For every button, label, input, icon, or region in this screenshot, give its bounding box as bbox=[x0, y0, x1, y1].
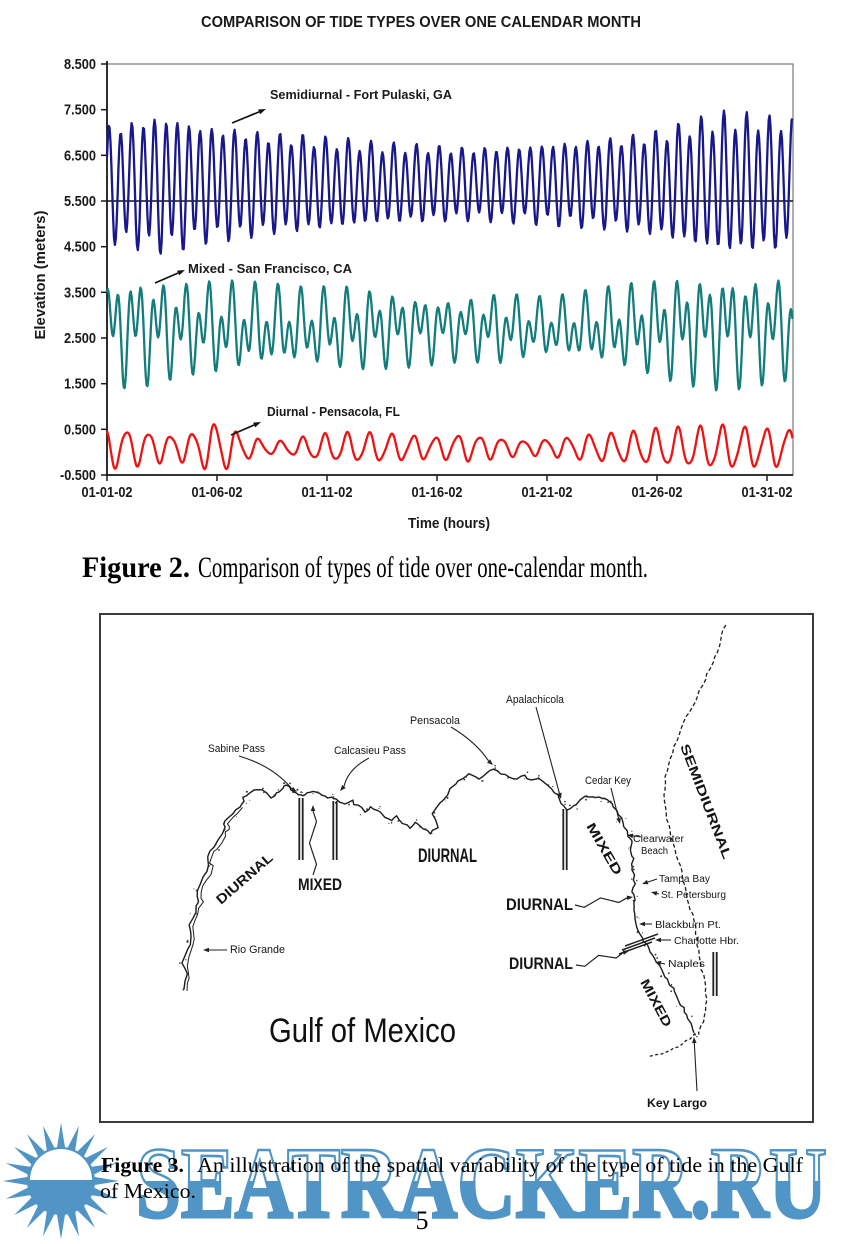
svg-text:01-11-02: 01-11-02 bbox=[302, 484, 353, 501]
svg-text:Figure 3.: Figure 3. bbox=[101, 1153, 184, 1177]
svg-text:DIURNAL: DIURNAL bbox=[509, 954, 573, 973]
svg-text:DIURNAL: DIURNAL bbox=[418, 846, 477, 867]
svg-text:Comparison of types of tide ov: Comparison of types of tide over one-cal… bbox=[198, 551, 648, 584]
svg-text:Mixed - San Francisco, CA: Mixed - San Francisco, CA bbox=[188, 262, 352, 276]
svg-text:MIXED: MIXED bbox=[298, 875, 342, 894]
svg-text:Rio Grande: Rio Grande bbox=[230, 944, 285, 956]
svg-text:Diurnal - Pensacola, FL: Diurnal - Pensacola, FL bbox=[267, 405, 400, 419]
svg-text:Figure 2.: Figure 2. bbox=[82, 551, 190, 584]
svg-text:Apalachicola: Apalachicola bbox=[506, 694, 565, 706]
svg-text:Calcasieu Pass: Calcasieu Pass bbox=[334, 745, 406, 757]
svg-text:Tampa Bay: Tampa Bay bbox=[659, 874, 710, 885]
svg-text:Naples: Naples bbox=[668, 959, 705, 970]
svg-text:Cedar Key: Cedar Key bbox=[585, 775, 631, 787]
svg-text:Key Largo: Key Largo bbox=[647, 1096, 707, 1110]
svg-text:Semidiurnal - Fort Pulaski, GA: Semidiurnal - Fort Pulaski, GA bbox=[270, 88, 452, 102]
svg-text:5: 5 bbox=[416, 1206, 429, 1235]
svg-text:-0.500: -0.500 bbox=[60, 467, 96, 484]
svg-text:7.500: 7.500 bbox=[64, 102, 96, 119]
svg-text:2.500: 2.500 bbox=[64, 330, 96, 347]
svg-text:Beach: Beach bbox=[641, 846, 668, 857]
svg-text:Sabine Pass: Sabine Pass bbox=[208, 743, 265, 755]
svg-text:Blackburn Pt.: Blackburn Pt. bbox=[655, 920, 721, 931]
svg-text:DIURNAL: DIURNAL bbox=[506, 895, 573, 914]
svg-text:SEATRACKER.RU: SEATRACKER.RU bbox=[136, 1127, 827, 1240]
svg-text:4.500: 4.500 bbox=[64, 239, 96, 256]
svg-text:01-01-02: 01-01-02 bbox=[82, 484, 133, 501]
svg-text:COMPARISON OF TIDE TYPES OVER: COMPARISON OF TIDE TYPES OVER ONE CALEND… bbox=[201, 14, 641, 31]
svg-text:3.500: 3.500 bbox=[64, 284, 96, 301]
svg-text:Elevation (meters): Elevation (meters) bbox=[32, 211, 49, 340]
svg-text:01-26-02: 01-26-02 bbox=[632, 484, 683, 501]
svg-text:01-16-02: 01-16-02 bbox=[412, 484, 463, 501]
svg-text:01-31-02: 01-31-02 bbox=[742, 484, 793, 501]
svg-text:Charlotte Hbr.: Charlotte Hbr. bbox=[674, 936, 739, 947]
svg-text:01-21-02: 01-21-02 bbox=[522, 484, 573, 501]
svg-text:Pensacola: Pensacola bbox=[410, 715, 461, 727]
svg-text:5.500: 5.500 bbox=[64, 193, 96, 210]
svg-text:SEATRACKER.RU: SEATRACKER.RU bbox=[136, 1127, 827, 1240]
svg-text:St. Petersburg: St. Petersburg bbox=[661, 890, 726, 901]
svg-text:1.500: 1.500 bbox=[64, 376, 96, 393]
svg-text:01-06-02: 01-06-02 bbox=[192, 484, 243, 501]
svg-text:of Mexico.: of Mexico. bbox=[100, 1179, 196, 1203]
svg-text:Gulf of Mexico: Gulf of Mexico bbox=[269, 1012, 456, 1050]
svg-text:0.500: 0.500 bbox=[64, 421, 96, 438]
svg-text:6.500: 6.500 bbox=[64, 147, 96, 164]
svg-text:8.500: 8.500 bbox=[64, 56, 96, 73]
svg-text:An illustration of the spatial: An illustration of the spatial variabili… bbox=[197, 1153, 803, 1177]
svg-text:Clearwater: Clearwater bbox=[633, 834, 685, 845]
svg-text:Time (hours): Time (hours) bbox=[408, 515, 490, 532]
